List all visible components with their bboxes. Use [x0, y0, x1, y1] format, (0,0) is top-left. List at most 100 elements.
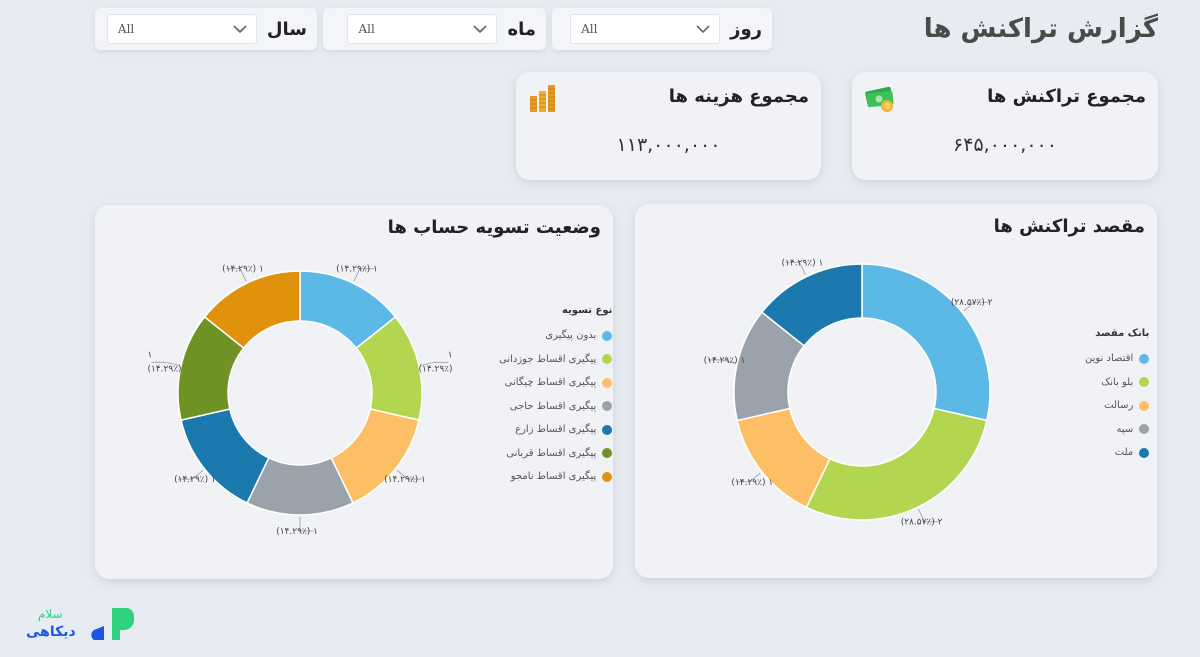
- legend-label: پیگیری اقساط چیگانی: [504, 377, 597, 389]
- day-select-value: All: [581, 22, 598, 36]
- leader-line: [226, 268, 247, 282]
- legend-swatch: [1139, 400, 1150, 411]
- legend-item[interactable]: رسالت: [1085, 394, 1150, 418]
- destination-chart-title: مقصد تراکنش ها: [993, 216, 1145, 237]
- brand-logo-bottom: دیکاهی: [26, 624, 76, 640]
- data-label: ۲ (۲۸.۵۷٪): [901, 518, 943, 528]
- legend-title: نوع تسویه: [561, 305, 613, 316]
- legend-item[interactable]: پیگیری اقساط نامجو: [499, 465, 613, 489]
- kpi-costs-value: ۱۱۳,۰۰۰,۰۰۰: [616, 134, 721, 156]
- leader-line: [963, 301, 989, 312]
- destination-donut-chart: ۲ (۲۸.۵۷٪) ۲ (۲۸.۵۷٪) ۱ (۱۴.۲۹٪) ۱ (۱۴.۲۹٪)…: [704, 258, 993, 528]
- legend-item[interactable]: پیگیری اقساط قربانی: [499, 442, 613, 466]
- year-select[interactable]: All: [106, 14, 257, 44]
- legend-swatch: [1139, 353, 1150, 364]
- kpi-costs-title: مجموع هزینه ها: [668, 86, 809, 107]
- legend-swatch: [602, 354, 613, 365]
- leader-line: [151, 361, 180, 366]
- chevron-down-icon: [473, 25, 488, 34]
- destination-legend: بانک مقصد اقتصاد نوین بلو بانک رسالت سپه ملت: [1085, 328, 1150, 465]
- day-filter-label: روز: [730, 18, 762, 40]
- month-filter-label: ماه: [507, 18, 536, 40]
- donut-slice[interactable]: [203, 270, 301, 350]
- legend-item[interactable]: سپه: [1085, 418, 1150, 442]
- legend-label: بدون پیگیری: [545, 330, 597, 342]
- legend-label: پیگیری اقساط حاجی: [509, 400, 597, 412]
- data-label: ۱ (۱۴.۲۹٪): [418, 350, 452, 374]
- legend-item[interactable]: بدون پیگیری: [499, 324, 613, 348]
- legend-label: پیگیری اقساط قربانی: [506, 447, 597, 459]
- data-label: ۱ (۱۴.۲۹٪): [174, 475, 216, 485]
- kpi-card-costs: مجموع هزینه ها ۱۱۳,۰۰۰,۰۰۰: [516, 72, 821, 180]
- legend-swatch: [1139, 424, 1150, 435]
- data-label: ۱ (۱۴.۲۹٪): [782, 258, 824, 268]
- legend-item[interactable]: پیگیری اقساط چیگانی: [499, 371, 613, 395]
- legend-label: پیگیری اقساط زارع: [515, 424, 597, 436]
- month-select-value: All: [358, 22, 375, 36]
- legend-label: ملت: [1114, 447, 1134, 459]
- leader-line: [178, 470, 204, 480]
- month-select[interactable]: All: [347, 14, 498, 44]
- page-title: گزارش تراکنش ها: [923, 14, 1158, 44]
- year-filter-label: سال: [266, 18, 307, 40]
- coins-icon: [530, 85, 555, 112]
- data-label: ۱ (۱۴.۲۹٪): [384, 475, 426, 485]
- legend-item[interactable]: اقتصاد نوین: [1085, 347, 1150, 371]
- legend-swatch: [602, 330, 613, 341]
- legend-swatch: [1139, 377, 1150, 388]
- month-filter: ماه All: [323, 8, 546, 50]
- legend-swatch: [602, 448, 613, 459]
- legend-item[interactable]: پیگیری اقساط جوزدانی: [499, 348, 613, 372]
- leader-line: [735, 472, 761, 483]
- legend-swatch: [602, 401, 613, 412]
- data-label: ۱ (۱۴.۲۹٪): [222, 265, 264, 275]
- leader-line: [299, 517, 314, 532]
- legend-item[interactable]: پیگیری اقساط حاجی: [499, 395, 613, 419]
- leader-line: [785, 261, 806, 276]
- day-select[interactable]: All: [570, 14, 721, 44]
- leader-line: [707, 359, 736, 364]
- kpi-card-transactions: مجموع تراکنش ها ۶۴۵,۰۰۰,۰۰۰: [852, 72, 1158, 180]
- brand-logo-top: سلام: [38, 607, 63, 621]
- legend-item[interactable]: ملت: [1085, 441, 1150, 465]
- brand-logo: سلام دیکاهی: [26, 607, 134, 640]
- settlement-donut-chart: ۱ (۱۴.۲۹٪) ۱ (۱۴.۲۹٪) ۱ (۱۴.۲۹٪) ۱ (۱۴.۲۹٪) ۱…: [147, 265, 452, 537]
- legend-label: پیگیری اقساط نامجو: [510, 471, 597, 483]
- legend-label: رسالت: [1104, 400, 1134, 412]
- leader-line: [918, 508, 939, 523]
- settlement-chart-panel: وضعیت تسویه حساب ها ۱ (۱۴.۲۹٪) ۱ (۱۴.۲۹٪) ۱…: [95, 205, 613, 579]
- money-icon: [865, 86, 894, 112]
- day-filter: روز All: [552, 8, 772, 50]
- data-label: ۱ (۱۴.۲۹٪): [731, 478, 773, 488]
- data-label: ۱ (۱۴.۲۹٪): [704, 356, 746, 366]
- leader-line: [420, 361, 449, 366]
- data-label: ۱ (۱۴.۲۹٪): [276, 527, 318, 537]
- year-filter: سال All: [95, 8, 317, 50]
- kpi-transactions-value: ۶۴۵,۰۰۰,۰۰۰: [953, 134, 1057, 156]
- donut-slice[interactable]: [805, 407, 988, 521]
- legend-title: بانک مقصد: [1095, 328, 1150, 339]
- leader-line: [396, 470, 422, 480]
- legend-label: پیگیری اقساط جوزدانی: [499, 353, 597, 365]
- settlement-legend: نوع تسویه بدون پیگیری پیگیری اقساط جوزدان…: [499, 305, 613, 489]
- data-label: ۱ (۱۴.۲۹٪): [147, 350, 181, 374]
- year-select-value: All: [117, 22, 135, 36]
- legend-item[interactable]: پیگیری اقساط زارع: [499, 418, 613, 442]
- legend-item[interactable]: بلو بانک: [1085, 371, 1150, 395]
- chevron-down-icon: [233, 25, 247, 34]
- legend-label: سپه: [1116, 423, 1134, 435]
- legend-swatch: [602, 424, 613, 435]
- donut-slice[interactable]: [760, 263, 863, 347]
- data-label: ۱ (۱۴.۲۹٪): [336, 265, 378, 275]
- legend-label: بلو بانک: [1101, 376, 1134, 388]
- legend-label: اقتصاد نوین: [1085, 353, 1134, 365]
- legend-swatch: [1139, 447, 1150, 458]
- chevron-down-icon: [696, 25, 710, 34]
- settlement-chart-title: وضعیت تسویه حساب ها: [387, 217, 601, 238]
- legend-swatch: [602, 471, 613, 482]
- donut-slice[interactable]: [861, 263, 991, 422]
- legend-swatch: [602, 377, 613, 388]
- kpi-transactions-title: مجموع تراکنش ها: [987, 86, 1146, 107]
- data-label: ۲ (۲۸.۵۷٪): [951, 298, 993, 308]
- leader-line: [353, 268, 374, 282]
